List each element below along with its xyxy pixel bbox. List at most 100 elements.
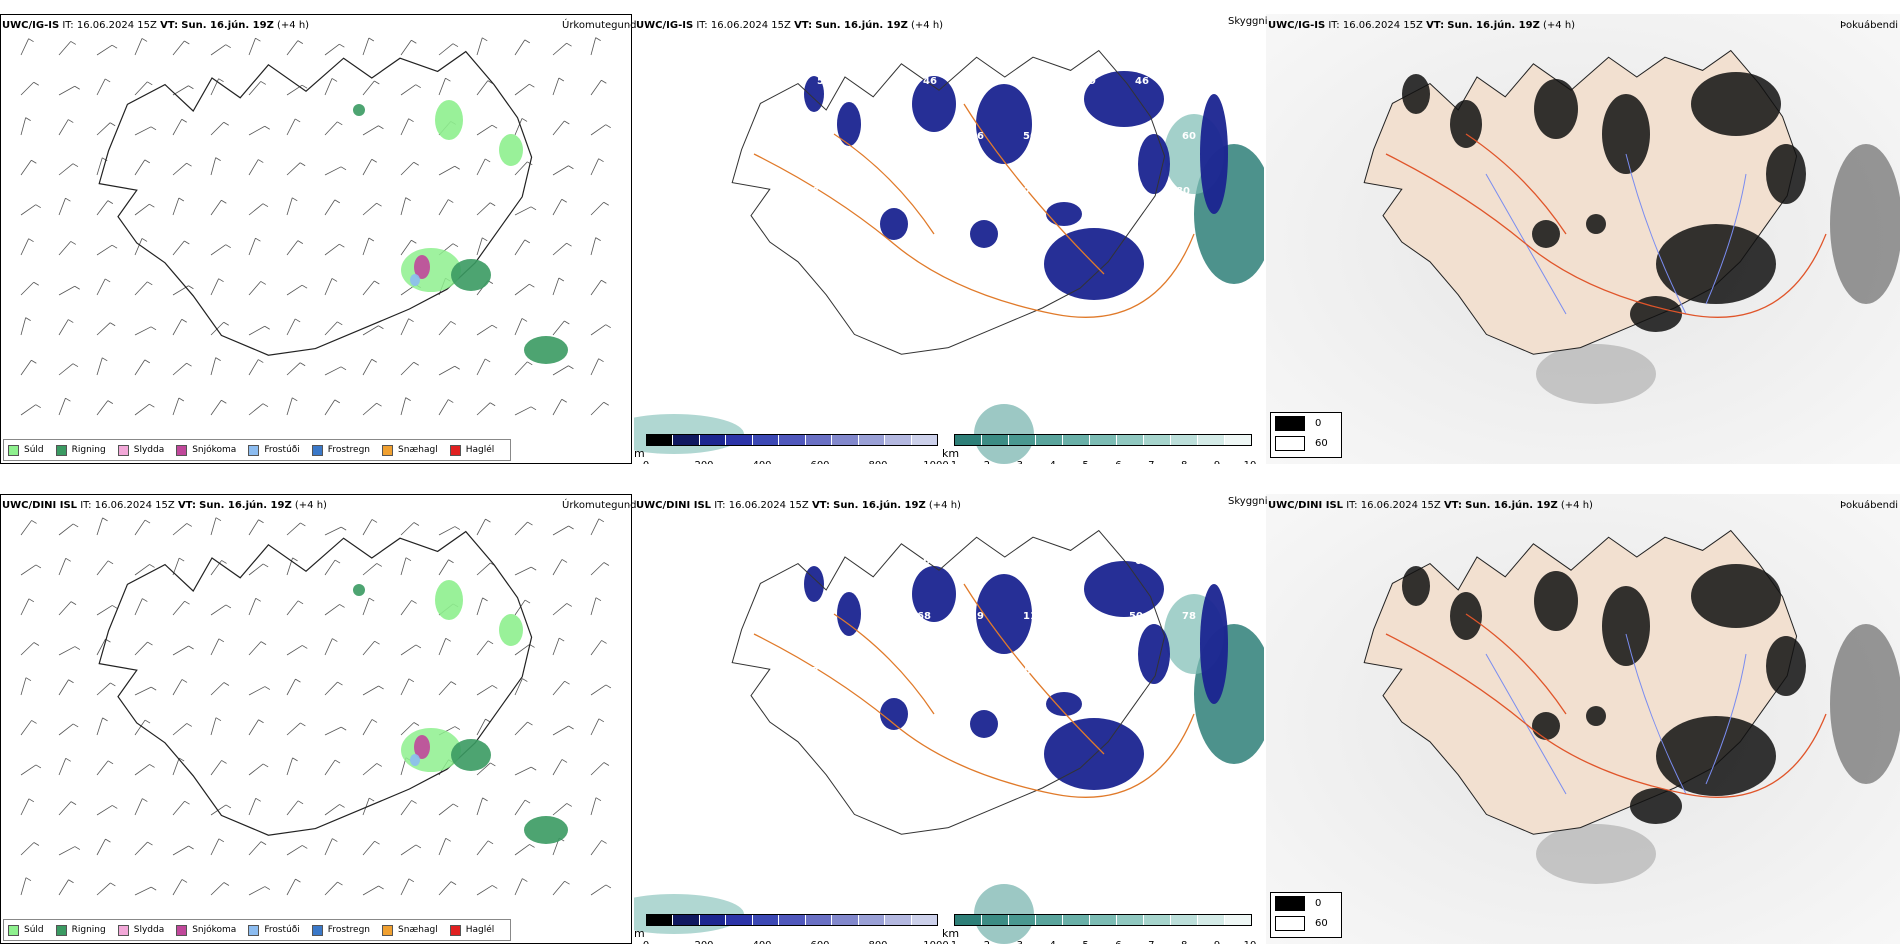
wind-barb bbox=[286, 645, 303, 656]
wind-barb bbox=[438, 78, 446, 96]
wind-barb bbox=[172, 800, 185, 816]
colorbar-unit: km bbox=[942, 927, 960, 940]
wind-barb-tick bbox=[107, 760, 114, 765]
wind-barb-tick bbox=[561, 198, 567, 203]
wind-barb bbox=[438, 399, 449, 416]
wind-barb-tick bbox=[529, 844, 535, 848]
cloud-title-top: Skyggni bbox=[1228, 16, 1268, 27]
legend-label: Súld bbox=[24, 445, 44, 455]
wind-barb bbox=[172, 723, 188, 736]
wind-barb-tick bbox=[484, 158, 491, 163]
wind-barb-tick bbox=[221, 760, 227, 764]
cloud-panel-top: 97 50 43 46 45 41 39 46 50 112 72 65 66 56 55 50 60 48 49 4… bbox=[634, 14, 1264, 464]
wind-barb bbox=[286, 600, 299, 616]
colorbar-tick: 9 bbox=[1214, 940, 1220, 944]
wind-barb bbox=[96, 122, 111, 136]
wind-barb-tick bbox=[295, 678, 301, 683]
wind-barb-tick bbox=[178, 197, 185, 202]
wind-barb-tick bbox=[482, 37, 488, 42]
wind-barb bbox=[552, 603, 568, 616]
wind-barb bbox=[362, 797, 370, 816]
wind-barb-tick bbox=[142, 598, 148, 602]
wind-barb bbox=[514, 161, 528, 176]
fog-sea-areas bbox=[1536, 144, 1900, 404]
wind-barb bbox=[590, 80, 602, 96]
wind-barb-tick bbox=[490, 762, 496, 767]
colorbar-bin bbox=[647, 915, 674, 925]
low-cloud-area bbox=[880, 208, 908, 240]
wind-barb bbox=[590, 401, 605, 416]
legend-label: Rigning bbox=[71, 925, 106, 935]
cloud-base-label: 43 bbox=[870, 76, 884, 87]
wind-barb bbox=[96, 638, 106, 656]
colorbar-unit: m bbox=[634, 927, 645, 940]
wind-barb-tick bbox=[334, 759, 341, 764]
wind-barb bbox=[438, 321, 452, 336]
wind-barb bbox=[438, 803, 454, 816]
wind-barb-tick bbox=[264, 886, 271, 890]
cloud-base-label: 78 bbox=[1182, 611, 1196, 622]
wind-barb-tick bbox=[374, 280, 380, 285]
wind-barb-tick bbox=[374, 640, 380, 645]
wind-barb bbox=[400, 557, 407, 576]
colorbar-bin bbox=[1225, 435, 1251, 445]
wind-barb-tick bbox=[295, 878, 301, 883]
fog-area bbox=[1586, 706, 1606, 726]
sea-fog-area bbox=[1536, 344, 1656, 404]
wind-barb-tick bbox=[603, 562, 610, 566]
wind-barb-tick bbox=[374, 80, 380, 85]
wind-barb bbox=[362, 402, 377, 416]
wind-barb-tick bbox=[68, 679, 74, 684]
cloud-base-label: 45 bbox=[976, 556, 990, 567]
colorbar-tick: 1000 bbox=[923, 940, 948, 944]
wind-barb-tick bbox=[109, 322, 116, 327]
wind-barb-tick bbox=[68, 319, 74, 323]
cloud-base-label: 51 bbox=[1070, 666, 1084, 677]
wind-barb bbox=[552, 680, 565, 696]
colorbar-bin bbox=[1090, 435, 1117, 445]
wind-barb-tick bbox=[225, 244, 231, 249]
wind-barb bbox=[134, 81, 148, 96]
wind-barb-tick bbox=[448, 199, 454, 203]
wind-barb-tick bbox=[522, 678, 528, 682]
wind-barb-tick bbox=[181, 879, 188, 883]
wind-barb-tick bbox=[31, 520, 37, 524]
wind-barb-tick bbox=[25, 317, 31, 321]
colorbar-tick: 5 bbox=[1082, 940, 1088, 944]
wind-barb-tick bbox=[378, 125, 384, 130]
wind-barb-tick bbox=[339, 604, 345, 608]
colorbar-bin bbox=[1036, 435, 1063, 445]
wind-barb-tick bbox=[105, 838, 111, 843]
wind-barb bbox=[324, 804, 340, 816]
wind-barb bbox=[362, 763, 378, 776]
low-cloud-area bbox=[1046, 692, 1082, 716]
freezing-drizzle-area bbox=[410, 754, 420, 766]
wind-barb-tick bbox=[264, 325, 270, 330]
wind-barb bbox=[362, 159, 373, 176]
precip-title-bottom: Úrkomutegund bbox=[562, 500, 637, 511]
legend-label: Frostregn bbox=[327, 445, 371, 455]
fog-area bbox=[1656, 224, 1776, 304]
fog-key-label: 60 bbox=[1315, 437, 1328, 449]
wind-barb-tick bbox=[558, 637, 565, 642]
wind-barb bbox=[362, 202, 377, 216]
wind-barb-tick bbox=[302, 845, 308, 849]
cloud-base-label: 64 bbox=[1135, 556, 1149, 567]
wind-barb-tick bbox=[332, 838, 338, 842]
wind-barb-tick bbox=[144, 359, 151, 364]
wind-barb-tick bbox=[28, 238, 34, 243]
precip-areas bbox=[353, 580, 568, 844]
wind-barb bbox=[552, 199, 563, 216]
cloud-labels: 80 57 54 63 45 40 57 64 63 42 40 68 39 117 60 50 78 67 48 6… bbox=[764, 556, 1202, 677]
wind-barb bbox=[476, 885, 493, 896]
wind-barb bbox=[96, 760, 109, 776]
wind-barb bbox=[286, 40, 299, 56]
wind-barb-tick bbox=[31, 720, 37, 724]
wind-barb bbox=[286, 757, 293, 776]
wind-barb bbox=[134, 564, 150, 576]
wind-barb bbox=[514, 239, 526, 256]
fog-area bbox=[1534, 571, 1578, 631]
cloud-base-label: 94 bbox=[1123, 666, 1137, 677]
wind-barb bbox=[552, 637, 560, 656]
colorbar-bin bbox=[1090, 915, 1117, 925]
